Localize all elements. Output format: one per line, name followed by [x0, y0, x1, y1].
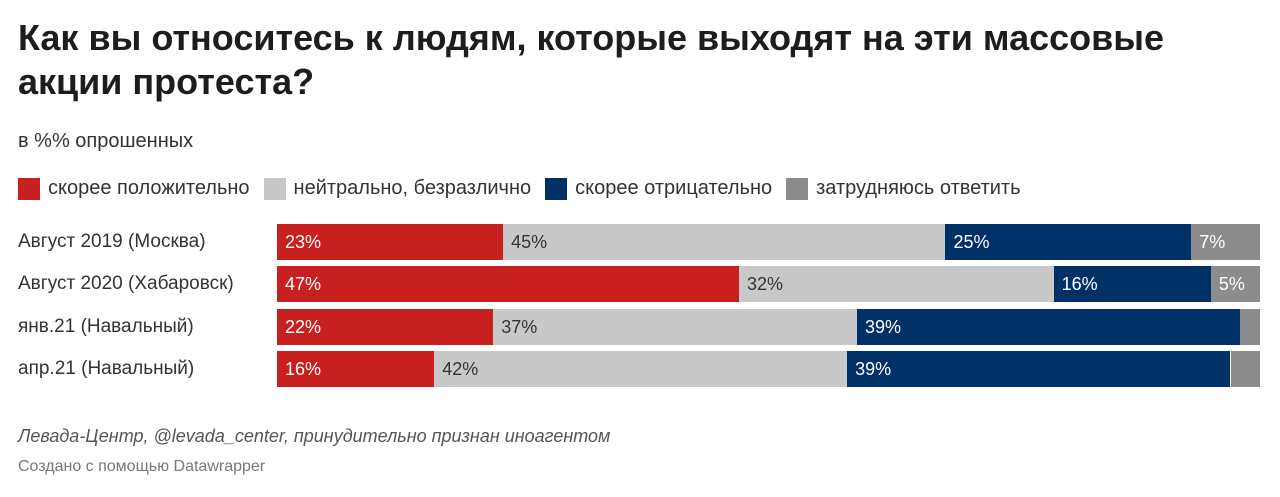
category-label: янв.21 (Навальный) — [18, 315, 194, 337]
data-label: 16% — [285, 358, 322, 379]
legend-swatch — [545, 177, 568, 200]
data-label: 23% — [285, 232, 322, 252]
data-label: 32% — [747, 274, 784, 295]
bar-segment — [277, 350, 435, 387]
bar-segment — [1210, 266, 1260, 303]
data-label: 37% — [501, 316, 538, 337]
source-note: Левада-Центр, @levada_center, принудител… — [18, 426, 611, 446]
chart-title: Как вы относитесь к людям, которые выход… — [18, 17, 1165, 102]
bar-segment — [856, 308, 1241, 345]
data-label: 22% — [285, 316, 322, 337]
bar-segment — [277, 266, 739, 303]
data-label: 16% — [1061, 274, 1098, 295]
data-label: 25% — [953, 232, 990, 252]
bar-row: 16% 42% 39% — [277, 350, 1260, 387]
data-label: 7% — [1199, 232, 1226, 252]
chart-subtitle: в %% опрошенных — [18, 130, 194, 152]
bar-segment — [277, 224, 504, 260]
credit-note: Создано с помощью Datawrapper — [18, 458, 266, 475]
bar-segment — [739, 266, 1054, 303]
legend-label: скорее отрицательно — [575, 177, 773, 199]
bar-segment — [493, 308, 857, 345]
legend: скорее положительно нейтрально, безразлич… — [18, 177, 1035, 200]
bar-row: 47% 32% 16% 5% — [277, 266, 1260, 303]
bar-row: 22% 37% 39% — [277, 308, 1260, 345]
bar-segment — [1053, 266, 1211, 303]
bar-segment — [1230, 350, 1260, 387]
legend-label: затрудняюсь ответить — [816, 177, 1021, 199]
legend-item-3: затрудняюсь ответить — [786, 177, 1021, 200]
legend-swatch — [786, 177, 809, 200]
bar-segment — [847, 350, 1231, 387]
legend-item-1: нейтрально, безразлично — [263, 177, 532, 200]
legend-item-2: скорее отрицательно — [545, 177, 772, 200]
legend-label: нейтрально, безразлично — [293, 177, 532, 199]
legend-swatch — [18, 177, 40, 200]
bar-segment — [503, 224, 946, 260]
bar-segment — [277, 308, 494, 345]
legend-swatch — [263, 177, 286, 200]
data-label: 39% — [864, 316, 901, 337]
legend-item-0: скорее положительно — [18, 177, 250, 200]
category-label: Август 2019 (Москва) — [18, 231, 206, 252]
bar-segment — [1240, 308, 1260, 345]
data-label: 39% — [855, 358, 892, 379]
data-label: 5% — [1218, 274, 1245, 295]
data-label: 42% — [442, 358, 479, 379]
data-label: 45% — [511, 232, 548, 252]
category-label: Август 2020 (Хабаровск) — [18, 273, 234, 295]
category-label: апр.21 (Навальный) — [18, 357, 195, 379]
data-label: 47% — [285, 274, 322, 295]
bar-row: 23% 45% 25% 7% — [277, 224, 1260, 260]
bar-segment — [945, 224, 1192, 260]
bar-segment — [434, 350, 848, 387]
bar-segment — [1191, 224, 1260, 260]
legend-label: скорее положительно — [48, 177, 250, 199]
stacked-bar-chart: Август 2019 (Москва) 23% 45% 25% 7% Август 20… — [0, 224, 1280, 394]
